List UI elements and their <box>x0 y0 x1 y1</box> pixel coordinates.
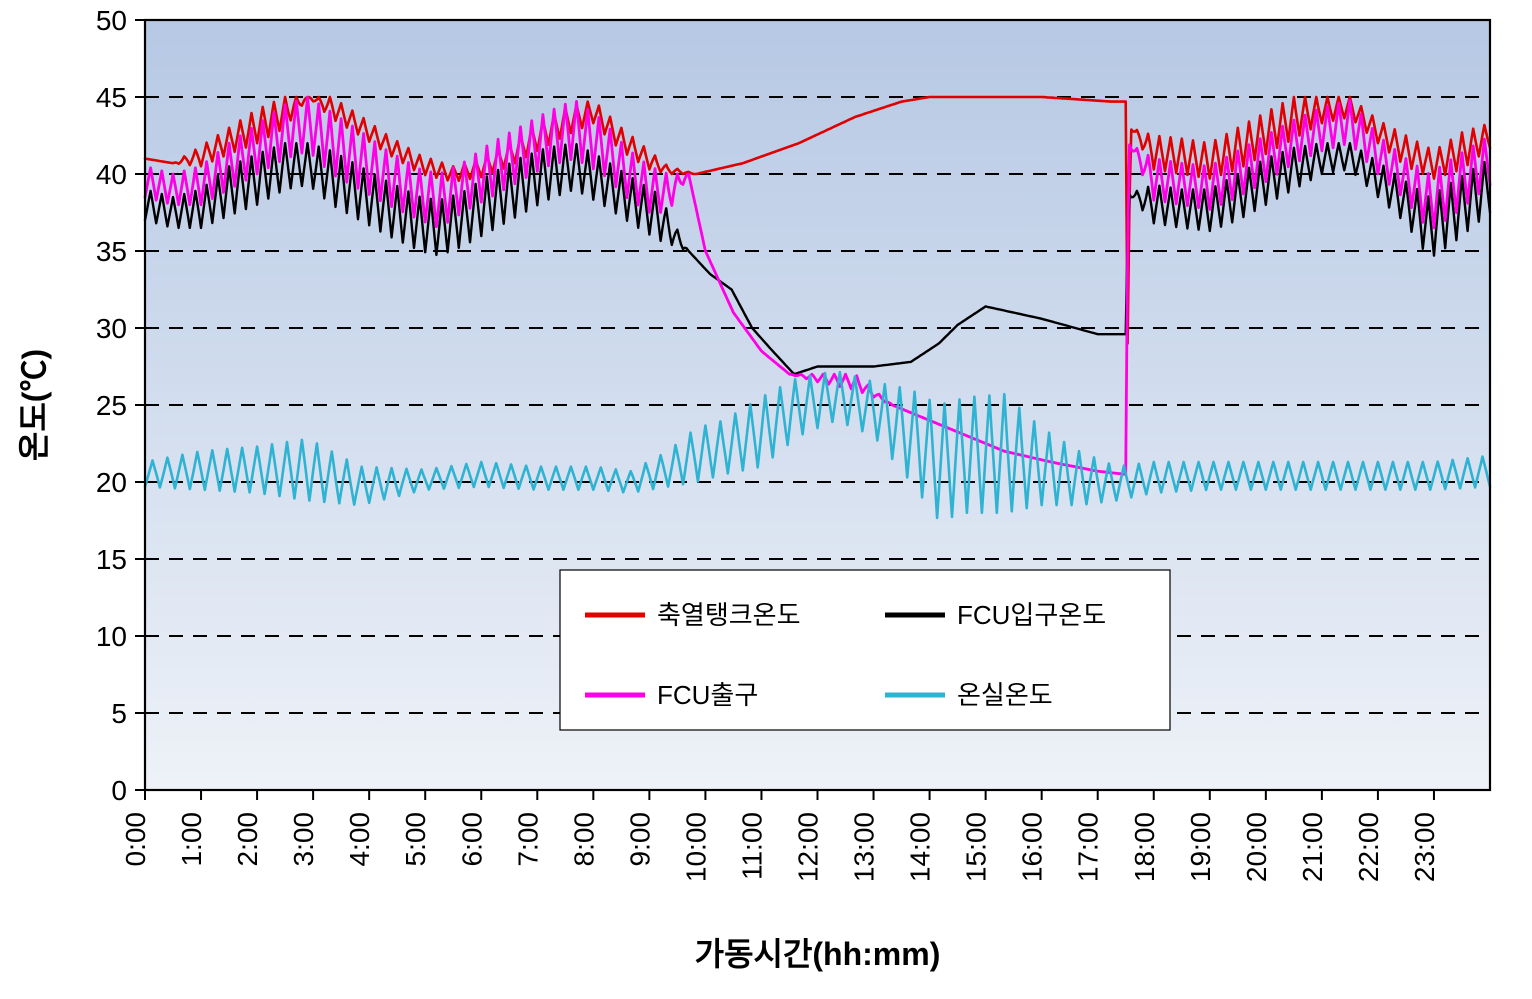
y-tick-label: 35 <box>96 236 127 267</box>
x-tick-label: 19:00 <box>1185 812 1216 882</box>
x-tick-label: 4:00 <box>344 812 375 867</box>
x-tick-label: 20:00 <box>1241 812 1272 882</box>
legend-label: FCU입구온도 <box>957 600 1106 630</box>
y-tick-label: 20 <box>96 467 127 498</box>
x-tick-label: 18:00 <box>1129 812 1160 882</box>
x-axis-title: 가동시간(hh:mm) <box>695 936 941 972</box>
x-tick-label: 15:00 <box>961 812 992 882</box>
y-axis-title: 온도(℃) <box>16 349 52 461</box>
x-tick-label: 10:00 <box>680 812 711 882</box>
y-tick-label: 15 <box>96 544 127 575</box>
x-tick-label: 14:00 <box>905 812 936 882</box>
x-tick-label: 6:00 <box>456 812 487 867</box>
x-tick-label: 9:00 <box>624 812 655 867</box>
y-tick-label: 50 <box>96 5 127 36</box>
x-tick-label: 11:00 <box>736 812 767 880</box>
x-axis: 0:00 1:00 2:00 3:00 4:00 5:00 6:00 7:00 8:00 9:00… <box>120 790 1440 882</box>
y-tick-label: 45 <box>96 82 127 113</box>
legend-label: 온실온도 <box>957 680 1053 710</box>
x-tick-label: 17:00 <box>1073 812 1104 882</box>
x-tick-label: 8:00 <box>568 812 599 867</box>
x-tick-label: 1:00 <box>176 812 207 867</box>
x-tick-label: 3:00 <box>288 812 319 867</box>
x-tick-label: 23:00 <box>1409 812 1440 882</box>
legend-label: FCU출구 <box>657 680 758 710</box>
x-tick-label: 5:00 <box>400 812 431 867</box>
y-tick-label: 5 <box>111 698 127 729</box>
x-tick-label: 12:00 <box>793 812 824 882</box>
legend-label: 축열탱크온도 <box>657 600 801 630</box>
y-tick-label: 40 <box>96 159 127 190</box>
x-tick-label: 2:00 <box>232 812 263 867</box>
chart-container: 0 5 10 15 20 25 30 35 40 45 50 0:00 1:00 2:00 3:00 4:0… <box>0 0 1532 999</box>
y-tick-label: 0 <box>111 775 127 806</box>
x-tick-label: 22:00 <box>1353 812 1384 882</box>
x-tick-label: 0:00 <box>120 812 151 867</box>
x-tick-label: 13:00 <box>849 812 880 882</box>
x-tick-label: 16:00 <box>1017 812 1048 882</box>
y-axis: 0 5 10 15 20 25 30 35 40 45 50 <box>96 5 145 806</box>
x-tick-label: 7:00 <box>512 812 543 867</box>
chart-svg: 0 5 10 15 20 25 30 35 40 45 50 0:00 1:00 2:00 3:00 4:0… <box>0 0 1532 999</box>
y-tick-label: 10 <box>96 621 127 652</box>
legend: 축열탱크온도 FCU입구온도 FCU출구 온실온도 <box>560 570 1170 730</box>
y-tick-label: 30 <box>96 313 127 344</box>
y-tick-label: 25 <box>96 390 127 421</box>
x-tick-label: 21:00 <box>1297 812 1328 882</box>
